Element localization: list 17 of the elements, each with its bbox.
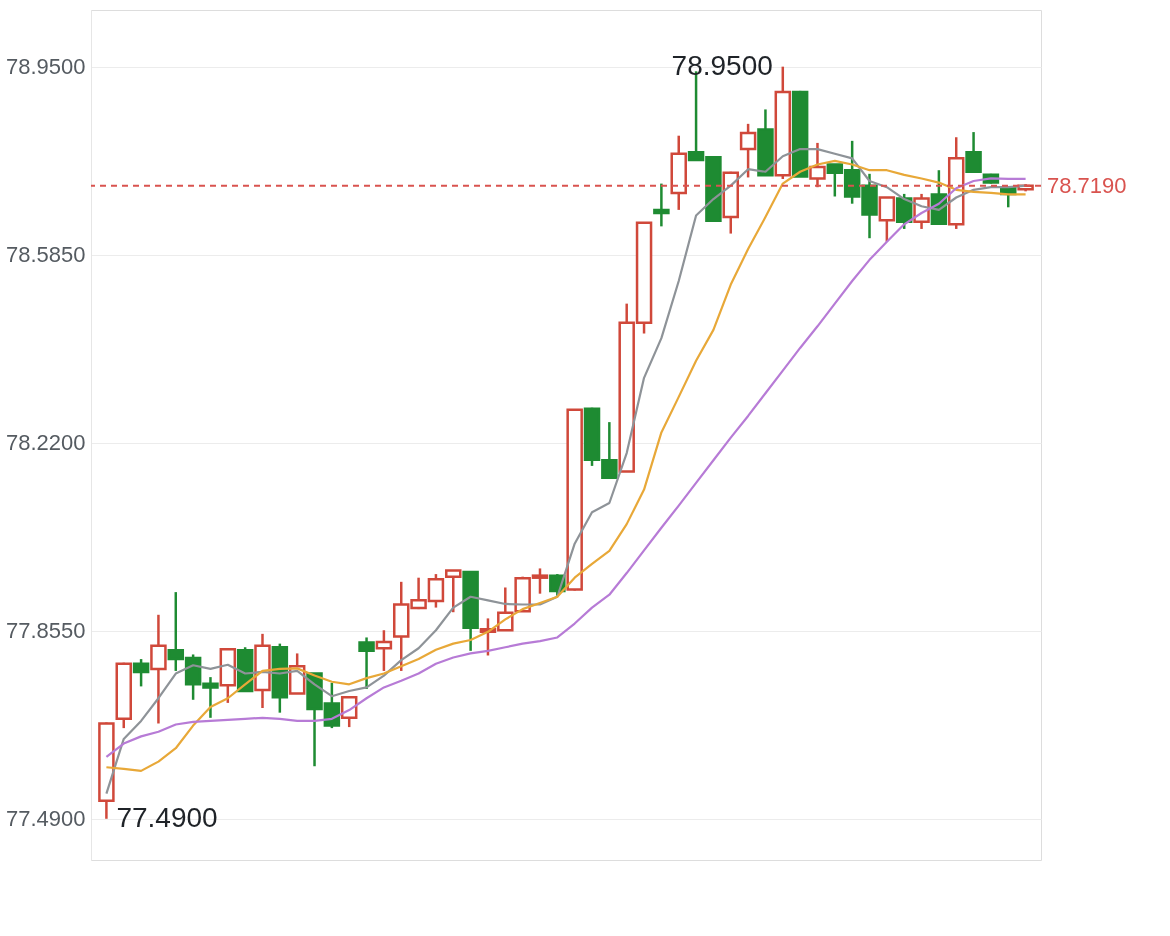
candlestick <box>132 657 150 688</box>
candlestick <box>445 569 462 614</box>
candlestick <box>965 130 982 174</box>
candlestick <box>375 628 393 673</box>
y-tick-label: 78.9500 <box>5 54 86 80</box>
candlestick <box>739 122 757 179</box>
annotation: 77.4900 <box>116 801 218 833</box>
y-tick-label: 77.8550 <box>5 618 86 644</box>
candlestick <box>878 196 896 244</box>
ref-line-label: 78.7190 <box>1047 172 1127 198</box>
y-tick-label: 78.5850 <box>5 242 86 268</box>
annotation: 78.9500 <box>671 49 773 81</box>
y-tick-label: 77.4900 <box>5 806 86 832</box>
y-tick-label: 78.2200 <box>5 430 86 456</box>
candlestick <box>358 636 375 691</box>
candlestick <box>150 613 167 725</box>
candlestick <box>653 182 670 228</box>
